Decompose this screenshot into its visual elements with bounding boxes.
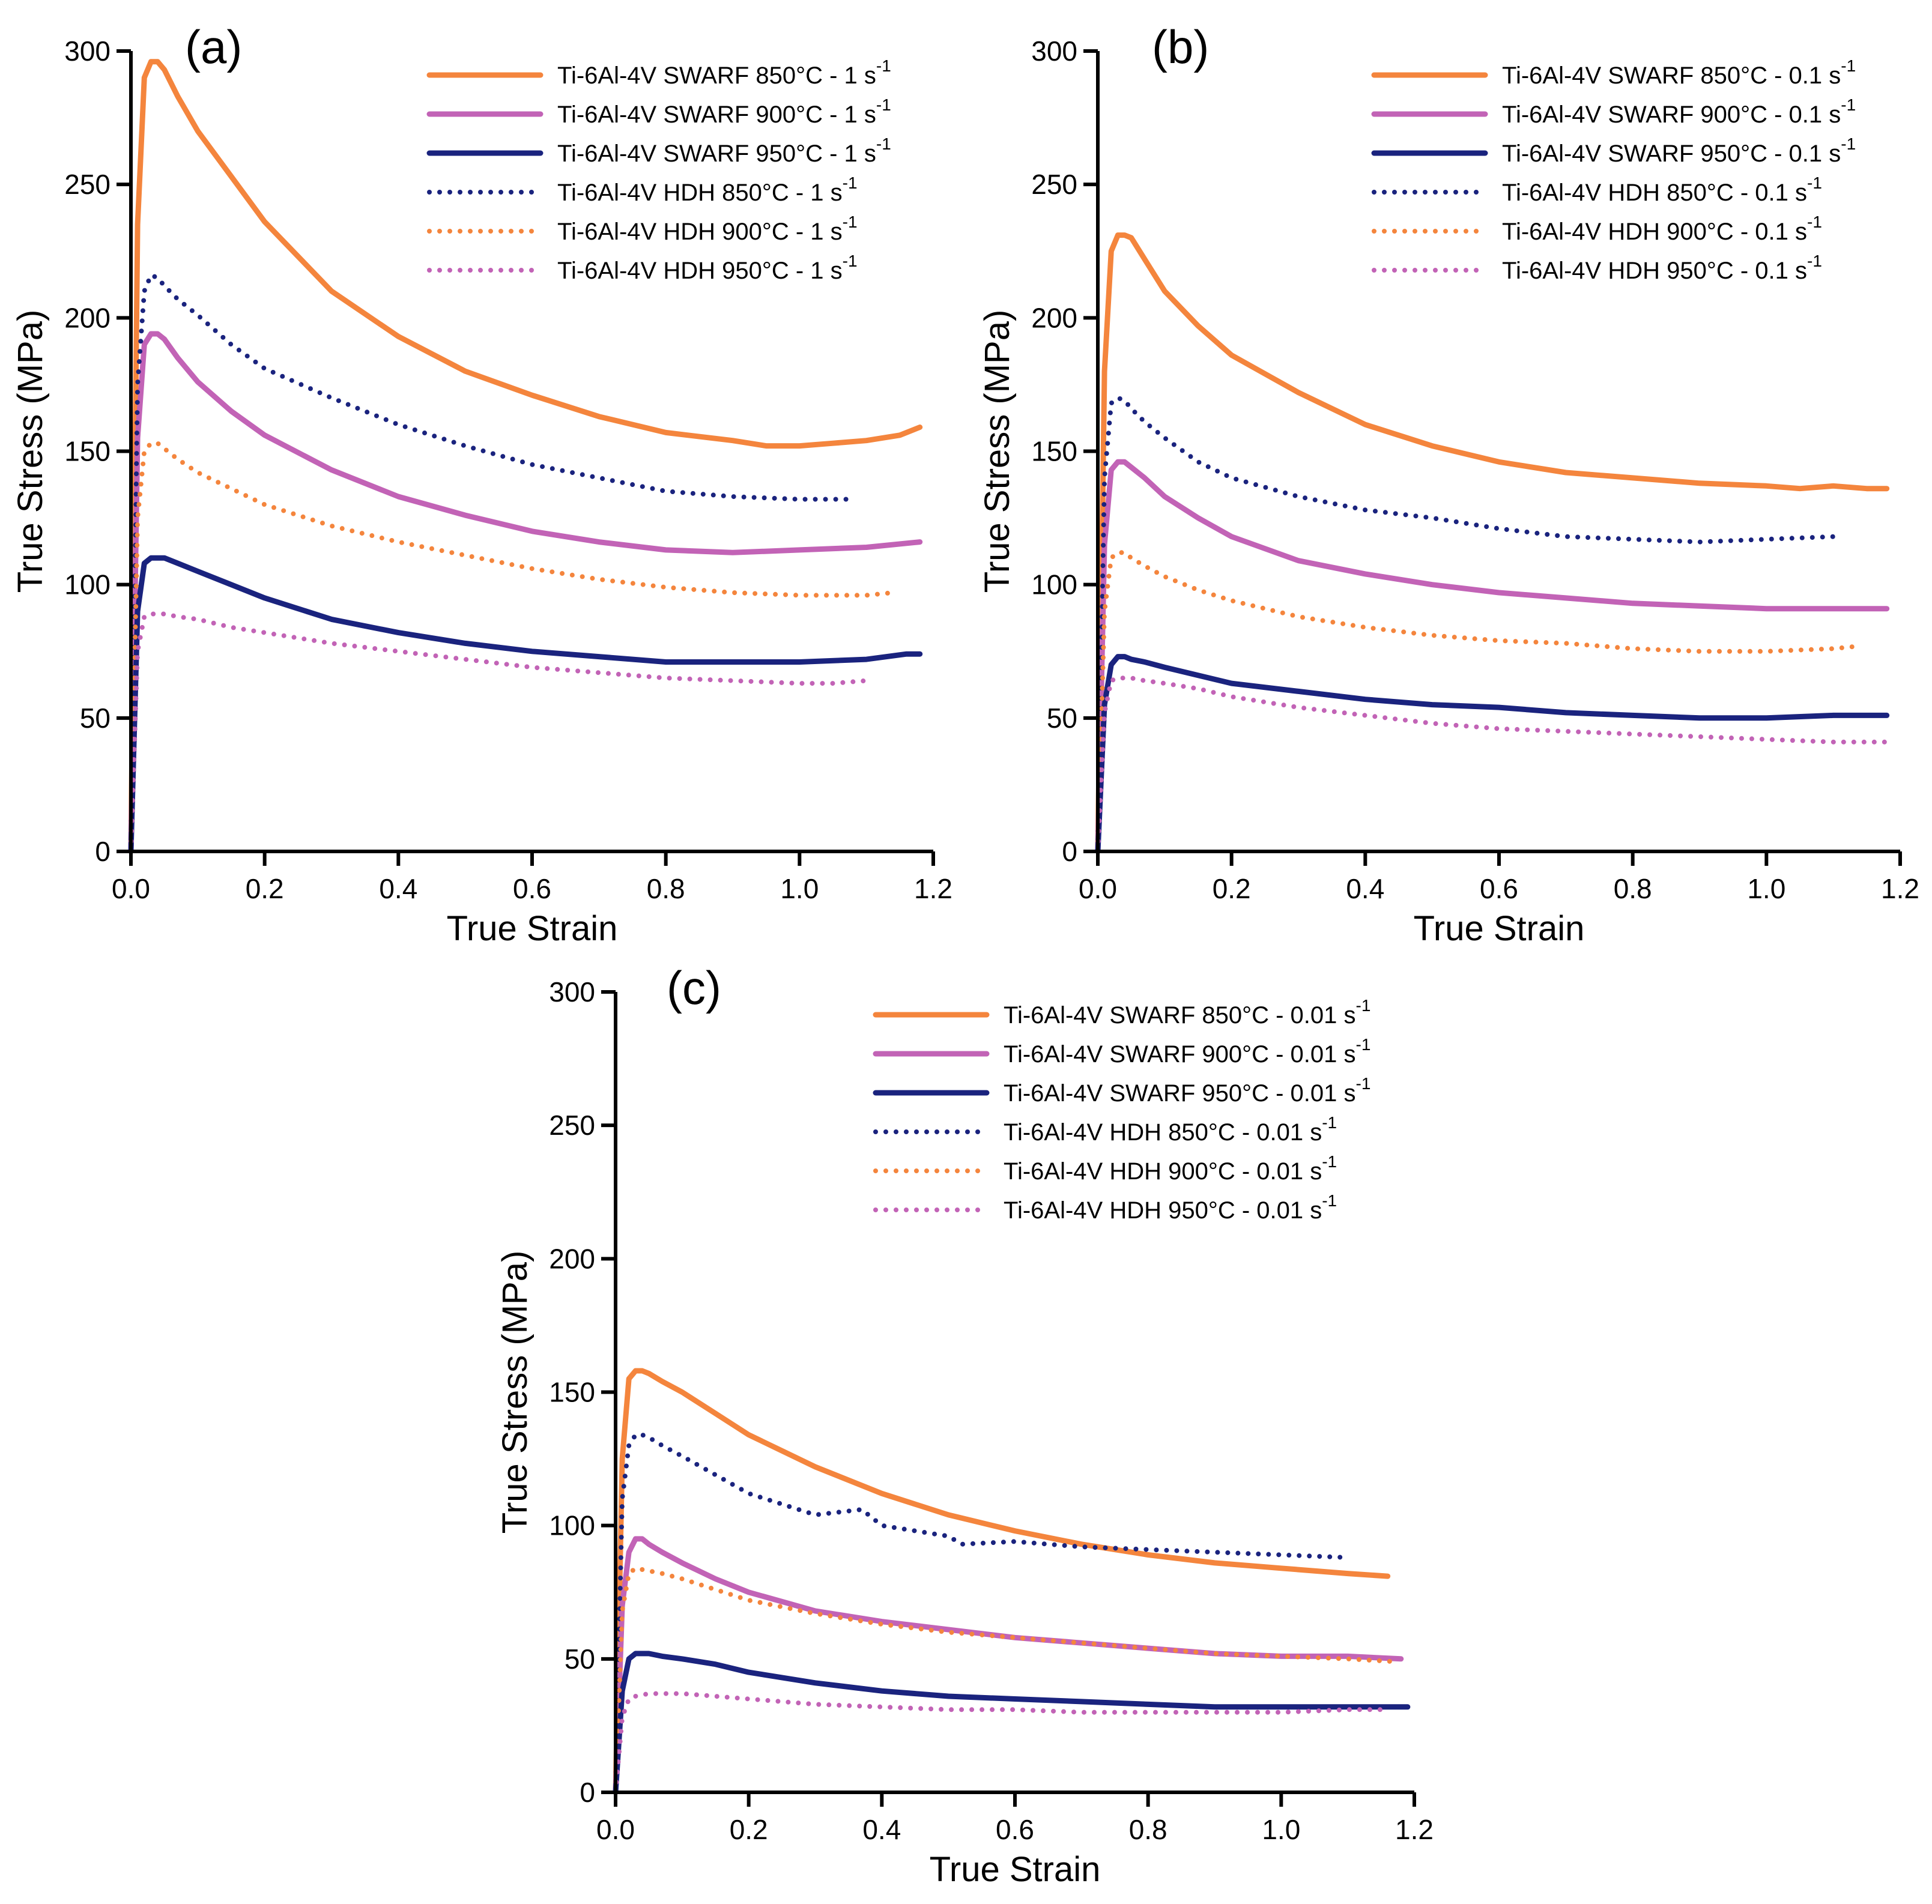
legend-b: Ti-6Al-4V SWARF 850°C - 0.1 s-1 Ti-6Al-4V… xyxy=(1371,56,1856,284)
y-tick-label-b-4: 200 xyxy=(1031,302,1077,333)
legend-label-b-0: Ti-6Al-4V SWARF 850°C - 0.1 s-1 xyxy=(1502,56,1856,89)
legend-a: Ti-6Al-4V SWARF 850°C - 1 s-1 Ti-6Al-4V S… xyxy=(426,56,891,284)
x-tick-label-b-6: 1.2 xyxy=(1881,873,1919,904)
legend-label-c-5: Ti-6Al-4V HDH 950°C - 0.01 s-1 xyxy=(1004,1191,1337,1224)
series-line-a-ti-6al-4v-hdh-950c-1-s xyxy=(129,611,869,854)
x-tick-label-c-6: 1.2 xyxy=(1395,1814,1434,1845)
series-line-b-ti-6al-4v-swarf-950c-0-1-s xyxy=(1095,654,1890,854)
chart-panel-a: (a) 0.0 0.2 0.4 0.6 0.8 1.0 1.2 0 50 100 150 200 250 3… xyxy=(11,20,952,948)
panel-label-c: (c) xyxy=(667,961,721,1014)
series-line-b-ti-6al-4v-hdh-900c-0-1-s xyxy=(1095,550,1863,854)
y-tick-label-c-3: 150 xyxy=(549,1377,595,1408)
y-tick-label-c-1: 50 xyxy=(565,1643,595,1675)
x-tick-label-c-4: 0.8 xyxy=(1129,1814,1167,1845)
x-tick-label-c-2: 0.4 xyxy=(862,1814,901,1845)
y-tick-label-a-0: 0 xyxy=(95,836,111,867)
y-tick-label-b-1: 50 xyxy=(1047,703,1077,734)
legend-label-b-2: Ti-6Al-4V SWARF 950°C - 0.1 s-1 xyxy=(1502,134,1856,167)
y-axis-title-c: True Stress (MPa) xyxy=(495,1251,534,1534)
x-tick-label-b-1: 0.2 xyxy=(1213,873,1251,904)
x-tick-label-c-1: 0.2 xyxy=(730,1814,768,1845)
y-tick-label-c-2: 100 xyxy=(549,1510,595,1541)
panel-label-b: (b) xyxy=(1152,20,1209,73)
chart-panel-b: (b) 0.0 0.2 0.4 0.6 0.8 1.0 1.2 0 50 100 150 200 250 3… xyxy=(978,20,1919,948)
series-line-a-ti-6al-4v-hdh-850c-1-s xyxy=(129,273,856,854)
series-line-c-ti-6al-4v-hdh-850c-0-01-s xyxy=(613,1432,1351,1795)
panel-label-a: (a) xyxy=(185,20,242,73)
legend-c: Ti-6Al-4V SWARF 850°C - 0.01 s-1 Ti-6Al-4… xyxy=(873,996,1370,1224)
y-tick-label-b-3: 150 xyxy=(1031,436,1077,467)
x-axis-title-a: True Strain xyxy=(447,909,618,948)
x-tick-label-b-2: 0.4 xyxy=(1346,873,1384,904)
legend-label-b-5: Ti-6Al-4V HDH 950°C - 0.1 s-1 xyxy=(1502,252,1822,284)
x-tick-label-a-5: 1.0 xyxy=(780,873,819,904)
y-tick-label-a-4: 200 xyxy=(64,302,111,333)
legend-label-a-1: Ti-6Al-4V SWARF 900°C - 1 s-1 xyxy=(557,95,891,128)
y-tick-label-c-5: 250 xyxy=(549,1110,595,1141)
legend-label-c-4: Ti-6Al-4V HDH 900°C - 0.01 s-1 xyxy=(1004,1152,1337,1185)
series-group-b xyxy=(1095,232,1890,854)
legend-label-c-3: Ti-6Al-4V HDH 850°C - 0.01 s-1 xyxy=(1004,1113,1337,1146)
x-tick-label-a-0: 0.0 xyxy=(112,873,150,904)
y-tick-label-b-6: 300 xyxy=(1031,35,1077,67)
series-line-b-ti-6al-4v-swarf-900c-0-1-s xyxy=(1095,459,1890,854)
y-tick-label-a-5: 250 xyxy=(64,169,111,200)
legend-label-b-4: Ti-6Al-4V HDH 900°C - 0.1 s-1 xyxy=(1502,213,1822,245)
series-line-c-ti-6al-4v-swarf-950c-0-01-s xyxy=(613,1651,1411,1795)
series-line-b-ti-6al-4v-swarf-850c-0-1-s xyxy=(1095,232,1890,854)
x-tick-label-a-1: 0.2 xyxy=(246,873,284,904)
x-tick-label-b-4: 0.8 xyxy=(1614,873,1652,904)
x-tick-label-c-3: 0.6 xyxy=(996,1814,1034,1845)
series-group-a xyxy=(128,59,923,854)
y-tick-label-c-0: 0 xyxy=(580,1777,595,1808)
x-tick-label-b-5: 1.0 xyxy=(1747,873,1785,904)
x-axis-title-b: True Strain xyxy=(1414,909,1585,948)
legend-label-a-5: Ti-6Al-4V HDH 950°C - 1 s-1 xyxy=(557,252,858,284)
legend-label-c-0: Ti-6Al-4V SWARF 850°C - 0.01 s-1 xyxy=(1004,996,1370,1029)
legend-label-a-0: Ti-6Al-4V SWARF 850°C - 1 s-1 xyxy=(557,56,891,89)
y-tick-label-c-4: 200 xyxy=(549,1243,595,1274)
series-line-c-ti-6al-4v-swarf-900c-0-01-s xyxy=(613,1536,1404,1795)
series-line-a-ti-6al-4v-swarf-950c-1-s xyxy=(128,555,923,854)
legend-label-b-3: Ti-6Al-4V HDH 850°C - 0.1 s-1 xyxy=(1502,174,1822,206)
legend-label-a-2: Ti-6Al-4V SWARF 950°C - 1 s-1 xyxy=(557,134,891,167)
y-tick-label-a-6: 300 xyxy=(64,35,111,67)
chart-panel-c: (c) 0.0 0.2 0.4 0.6 0.8 1.0 1.2 0 50 100 150 200 250 3… xyxy=(495,961,1434,1889)
x-tick-label-a-3: 0.6 xyxy=(513,873,551,904)
legend-label-c-2: Ti-6Al-4V SWARF 950°C - 0.01 s-1 xyxy=(1004,1074,1370,1107)
series-line-c-ti-6al-4v-hdh-950c-0-01-s xyxy=(613,1691,1390,1795)
legend-label-b-1: Ti-6Al-4V SWARF 900°C - 0.1 s-1 xyxy=(1502,95,1856,128)
x-tick-label-a-4: 0.8 xyxy=(647,873,685,904)
y-tick-label-a-2: 100 xyxy=(64,569,111,600)
legend-label-a-4: Ti-6Al-4V HDH 900°C - 1 s-1 xyxy=(557,213,858,245)
y-tick-label-c-6: 300 xyxy=(549,976,595,1008)
y-tick-label-b-5: 250 xyxy=(1031,169,1077,200)
x-tick-label-a-6: 1.2 xyxy=(914,873,952,904)
y-tick-label-b-2: 100 xyxy=(1031,569,1077,600)
x-tick-label-c-0: 0.0 xyxy=(596,1814,635,1845)
series-line-c-ti-6al-4v-hdh-900c-0-01-s xyxy=(613,1565,1397,1795)
series-group-c xyxy=(613,1368,1411,1795)
legend-label-c-1: Ti-6Al-4V SWARF 900°C - 0.01 s-1 xyxy=(1004,1035,1370,1068)
x-tick-label-a-2: 0.4 xyxy=(379,873,417,904)
series-line-c-ti-6al-4v-swarf-850c-0-01-s xyxy=(613,1368,1391,1795)
y-tick-label-a-3: 150 xyxy=(64,436,111,467)
legend-label-a-3: Ti-6Al-4V HDH 850°C - 1 s-1 xyxy=(557,174,858,206)
y-axis-title-b: True Stress (MPa) xyxy=(978,310,1017,593)
x-axis-title-c: True Strain xyxy=(930,1850,1101,1889)
series-line-b-ti-6al-4v-hdh-950c-0-1-s xyxy=(1095,675,1889,854)
y-tick-label-a-1: 50 xyxy=(80,703,111,734)
series-line-a-ti-6al-4v-swarf-900c-1-s xyxy=(128,331,923,854)
series-line-a-ti-6al-4v-swarf-850c-1-s xyxy=(128,59,923,854)
y-axis-title-a: True Stress (MPa) xyxy=(11,310,50,593)
y-tick-label-b-0: 0 xyxy=(1062,836,1077,867)
x-tick-label-b-3: 0.6 xyxy=(1480,873,1518,904)
x-tick-label-b-0: 0.0 xyxy=(1079,873,1117,904)
series-line-b-ti-6al-4v-hdh-850c-0-1-s xyxy=(1095,395,1836,854)
x-tick-label-c-5: 1.0 xyxy=(1262,1814,1300,1845)
